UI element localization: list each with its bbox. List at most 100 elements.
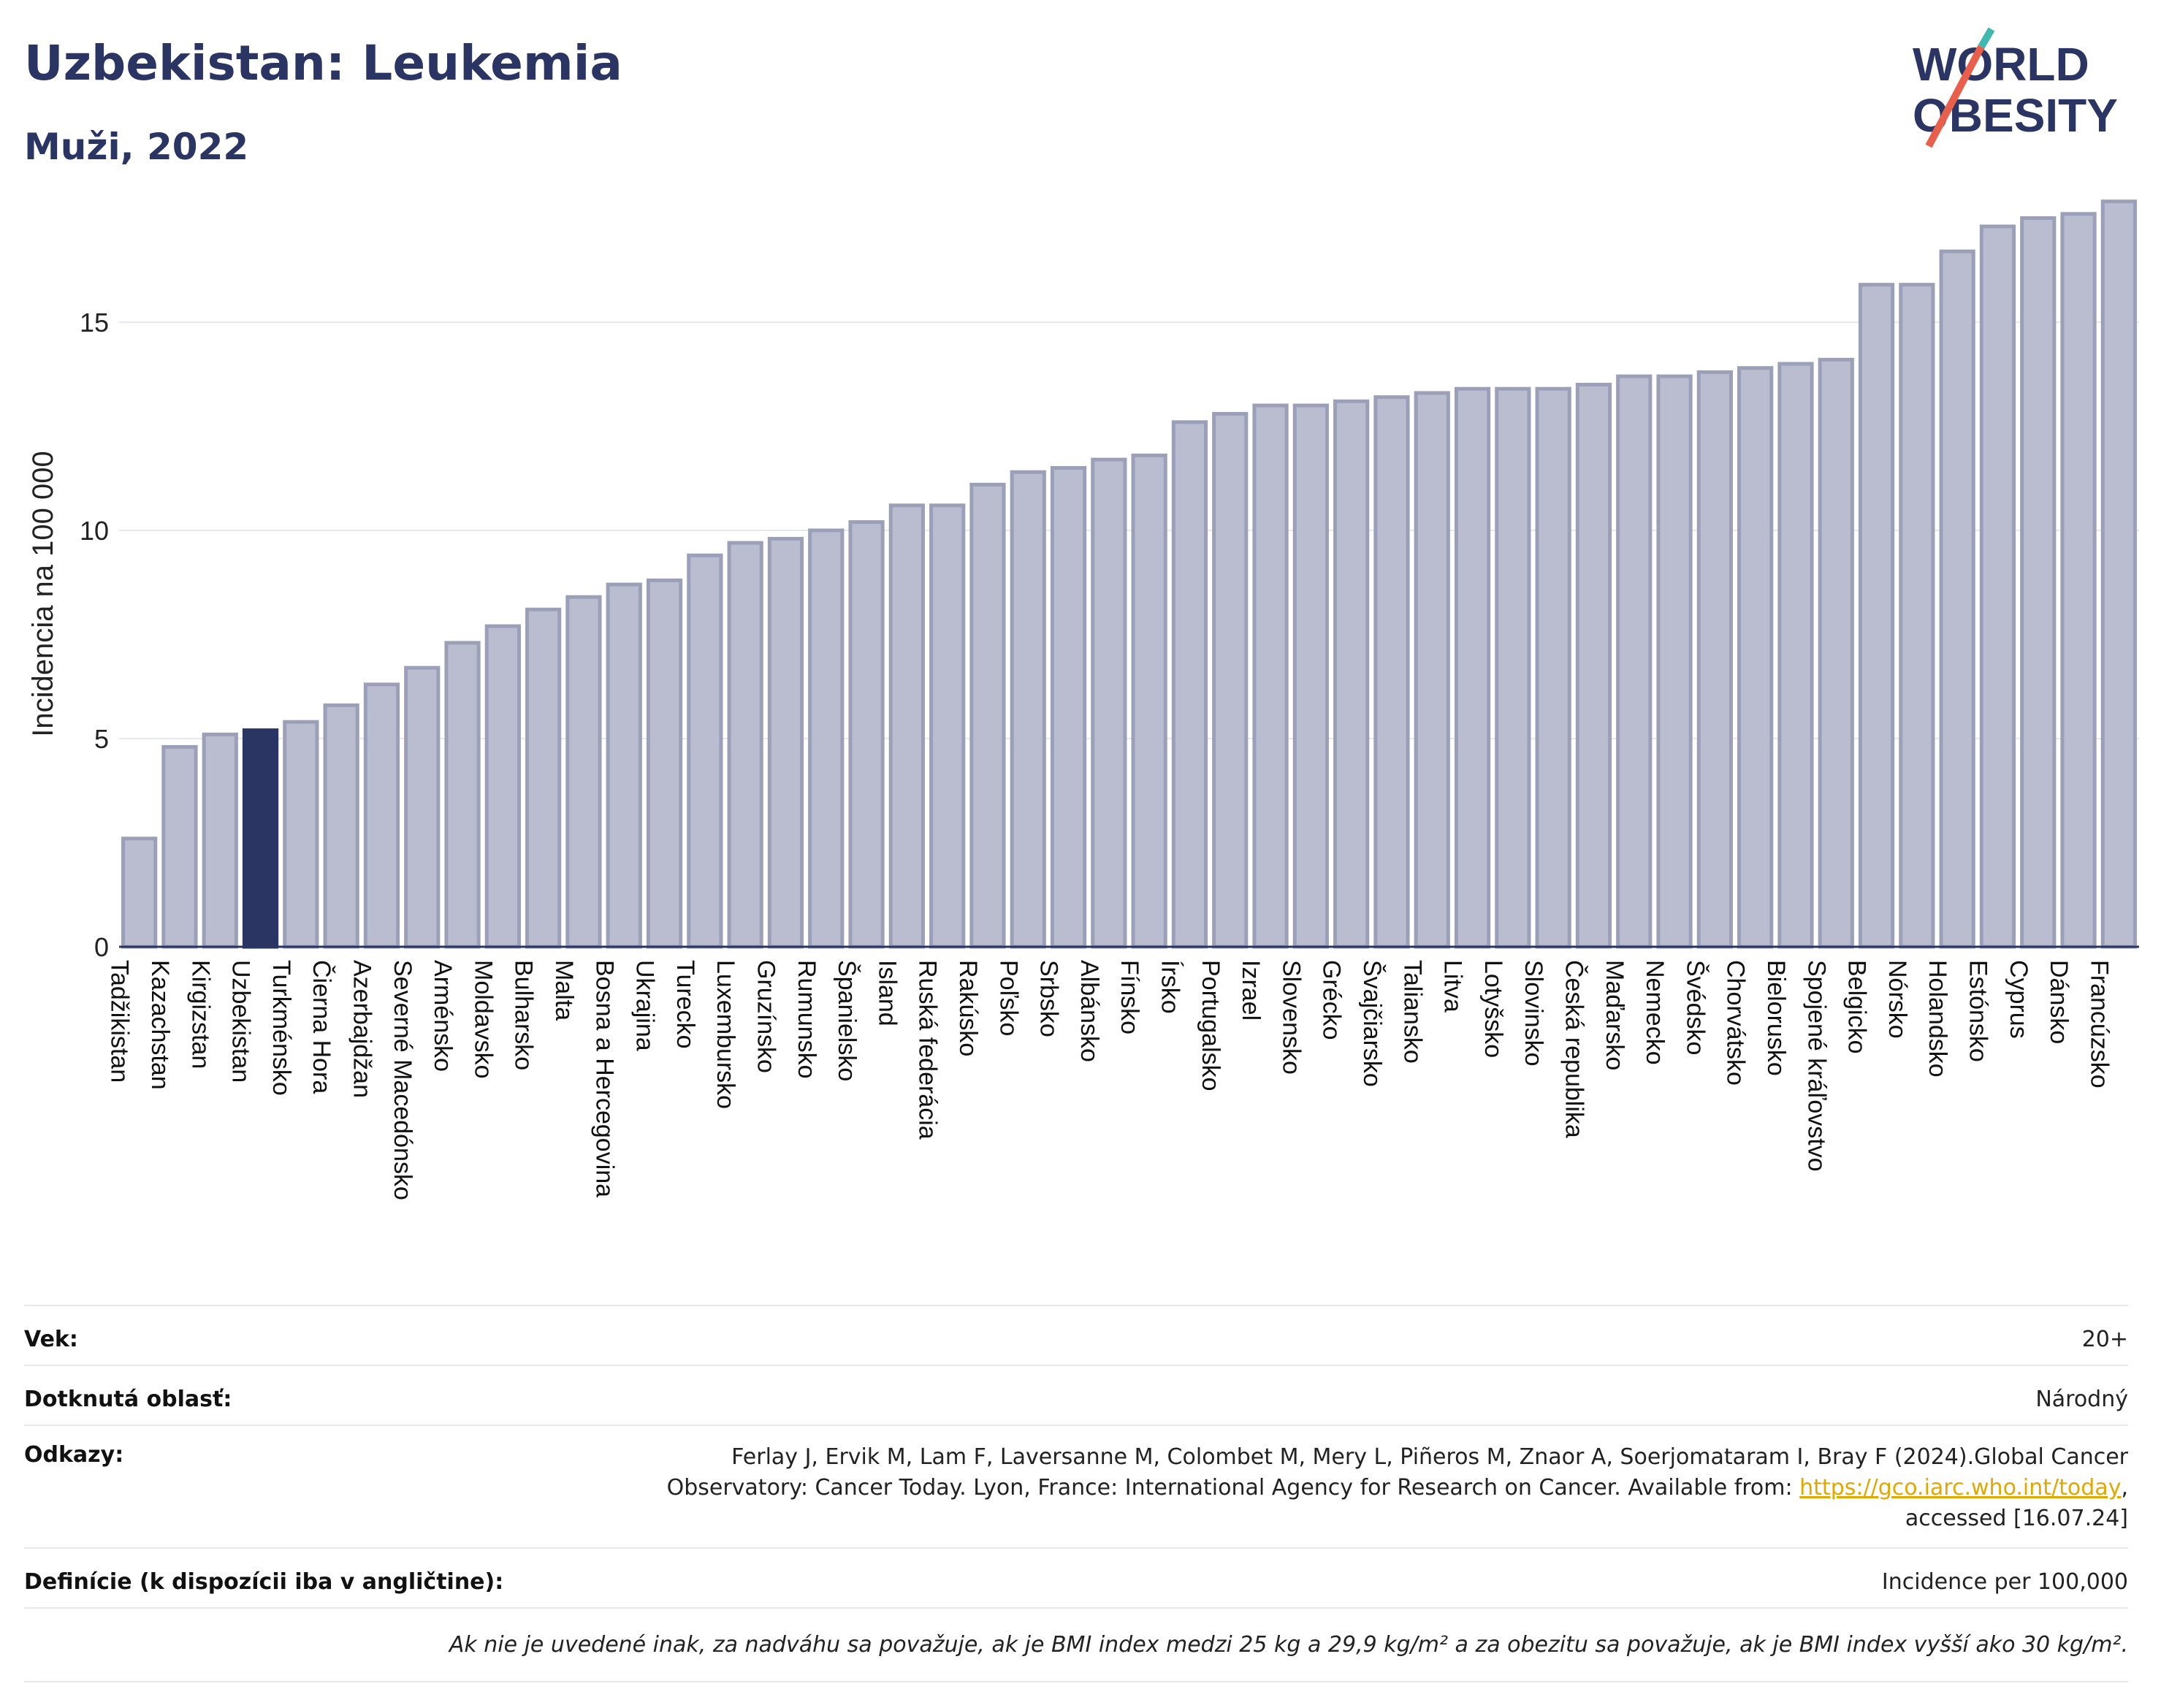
- bar: [1414, 391, 1450, 949]
- bar: [404, 666, 441, 949]
- x-tick-label: Gruzínsko: [752, 960, 780, 1073]
- x-tick-label: Maďarsko: [1601, 960, 1628, 1070]
- references-row: Odkazy: Ferlay J, Ervik M, Lam F, Lavers…: [24, 1425, 2128, 1547]
- bar: [2100, 199, 2137, 949]
- x-tick-label: Chorvátsko: [1722, 960, 1750, 1086]
- x-tick-label: Švajčiarsko: [1358, 960, 1386, 1087]
- x-tick-label: Arménsko: [429, 960, 457, 1072]
- y-axis-ticks: 0 5 10 15: [80, 308, 109, 962]
- x-tick-label: Spojené kráľovstvo: [1802, 960, 1830, 1172]
- x-tick-label: Portugalsko: [1197, 960, 1224, 1091]
- bmi-note: Ak nie je uvedené inak, za nadváhu sa po…: [24, 1607, 2128, 1682]
- bar: [1939, 249, 1975, 949]
- x-tick-label: Švédsko: [1681, 960, 1709, 1055]
- bar: [767, 536, 804, 949]
- x-tick-label: Lotyšsko: [1479, 960, 1507, 1058]
- bar: [1091, 457, 1127, 949]
- x-tick-label: Francúzsko: [2085, 960, 2113, 1089]
- x-tick-label: Turkménsko: [267, 960, 295, 1096]
- y-tick-label: 10: [80, 516, 109, 546]
- x-tick-label: Cyprus: [2005, 960, 2032, 1039]
- x-tick-label: Česká republika: [1560, 960, 1588, 1138]
- bar: [1535, 386, 1571, 949]
- bar: [1979, 224, 2016, 949]
- bar: [1495, 386, 1531, 949]
- bar: [888, 503, 925, 949]
- x-tick-label: Španielsko: [833, 960, 861, 1081]
- x-tick-label: Bielorusko: [1762, 960, 1790, 1076]
- definitions-label: Definície (k dispozícii iba v angličtine…: [24, 1569, 504, 1595]
- bar: [969, 482, 1006, 949]
- bar: [323, 703, 359, 949]
- bar: [1656, 374, 1693, 949]
- x-tick-label: Nemecko: [1641, 960, 1669, 1065]
- bar: [1292, 403, 1329, 949]
- bar: [565, 595, 602, 949]
- x-tick-label: Kirgizstan: [186, 960, 214, 1069]
- bar: [1575, 383, 1612, 949]
- bar: [1858, 283, 1895, 949]
- references-tail: , accessed [16.07.24]: [1905, 1475, 2128, 1531]
- logo-slash: [1925, 45, 1985, 148]
- bar: [848, 520, 885, 949]
- bar: [727, 541, 763, 949]
- x-tick-label: Luxembursko: [712, 960, 739, 1109]
- x-tick-label: Taliansko: [1398, 960, 1426, 1064]
- chart-subtitle: Muži, 2022: [24, 126, 249, 168]
- bar: [606, 582, 642, 949]
- metadata-table: Vek: 20+ Dotknutá oblasť: Národný Odkazy…: [24, 1305, 2128, 1682]
- bar: [484, 624, 521, 949]
- bar: [1818, 357, 1854, 949]
- bar: [1010, 470, 1046, 949]
- bar: [1777, 362, 1814, 949]
- x-tick-label: Bulharsko: [510, 960, 538, 1070]
- x-tick-label: Uzbekistan: [227, 960, 255, 1083]
- x-tick-label: Izrael: [1237, 960, 1265, 1021]
- x-tick-label: Grécko: [1318, 960, 1346, 1040]
- x-tick-label: Dánsko: [2045, 960, 2073, 1044]
- definitions-value: Incidence per 100,000: [1881, 1569, 2128, 1595]
- bar: [1899, 283, 1935, 949]
- bar: [1737, 366, 1774, 949]
- bar: [363, 682, 400, 949]
- logo-line1: WORLD: [1913, 38, 2089, 91]
- bar: [525, 607, 562, 949]
- bar: [687, 553, 723, 949]
- logo-slash-accent: [1978, 27, 1995, 49]
- definitions-row: Definície (k dispozícii iba v angličtine…: [24, 1547, 2128, 1607]
- y-tick-label: 5: [94, 724, 109, 754]
- references-label: Odkazy:: [24, 1442, 124, 1468]
- bars: [121, 199, 2137, 949]
- x-tick-label: Estónsko: [1964, 960, 1992, 1062]
- bar: [121, 836, 158, 949]
- x-tick-label: Fínsko: [1116, 960, 1143, 1034]
- area-label: Dotknutá oblasť:: [24, 1387, 232, 1412]
- references-text: Ferlay J, Ervik M, Lam F, Laversanne M, …: [666, 1444, 2128, 1501]
- bar: [1131, 453, 1167, 949]
- x-tick-label: Severné Macedónsko: [389, 960, 416, 1200]
- x-tick-label: Kazachstan: [146, 960, 174, 1090]
- x-tick-label: Albánsko: [1075, 960, 1103, 1062]
- bar: [1696, 370, 1733, 949]
- x-tick-label: Island: [873, 960, 901, 1026]
- x-tick-label: Azerbajdžan: [348, 960, 376, 1098]
- bar: [161, 744, 198, 949]
- x-tick-label: Ruská federácia: [914, 960, 942, 1140]
- bar: [1454, 386, 1491, 949]
- bar: [1616, 374, 1653, 949]
- bar: [202, 732, 238, 949]
- bar: [242, 728, 279, 949]
- x-tick-label: Bosna a Hercegovina: [590, 960, 618, 1197]
- x-tick-label: Írsko: [1156, 960, 1184, 1014]
- x-tick-label: Slovinsko: [1520, 960, 1547, 1067]
- bar: [808, 528, 845, 949]
- y-axis-label: Incidencia na 100 000: [27, 451, 59, 736]
- x-tick-label: Ukrajina: [631, 960, 659, 1051]
- x-tick-label: Turecko: [671, 960, 699, 1049]
- x-tick-label: Moldavsko: [469, 960, 497, 1079]
- x-tick-label: Srbsko: [1035, 960, 1063, 1037]
- x-tick-label: Nórsko: [1883, 960, 1911, 1039]
- x-axis-labels: Tadžikistan Kazachstan Kirgizstan Uzbekista…: [106, 960, 2114, 1200]
- references-link[interactable]: https://gco.iarc.who.int/today: [1799, 1475, 2122, 1501]
- age-value: 20+: [2081, 1327, 2128, 1352]
